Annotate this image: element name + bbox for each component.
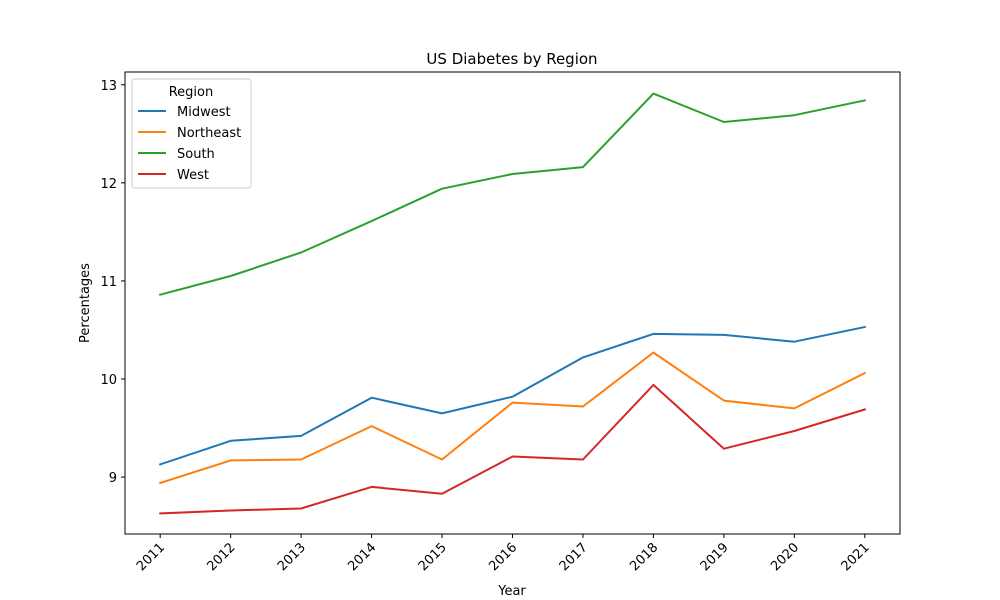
legend-label-south: South [177, 147, 215, 162]
series-line-midwest [158, 325, 866, 466]
y-tick-label: 12 [100, 177, 117, 192]
legend-label-northeast: Northeast [177, 126, 241, 141]
series-line-west [159, 383, 867, 515]
legend-box [131, 78, 252, 189]
series-line-northeast [158, 351, 867, 485]
y-tick-label: 11 [100, 275, 117, 290]
y-tick-label: 10 [100, 373, 117, 388]
y-tick-label: 13 [100, 79, 117, 94]
y-tick-label: 9 [109, 471, 117, 486]
series-line-south [158, 92, 866, 296]
y-axis: 9 10 11 12 13 [100, 79, 125, 486]
legend: Region Midwest Northeast South West [131, 78, 252, 189]
x-axis-label: Year [497, 584, 526, 599]
y-axis-label: Percentages [78, 263, 93, 343]
legend-label-west: West [177, 168, 209, 183]
legend-label-midwest: Midwest [177, 105, 231, 120]
series-lines [158, 92, 867, 515]
chart-title: US Diabetes by Region [426, 50, 597, 68]
legend-title: Region [169, 85, 214, 100]
